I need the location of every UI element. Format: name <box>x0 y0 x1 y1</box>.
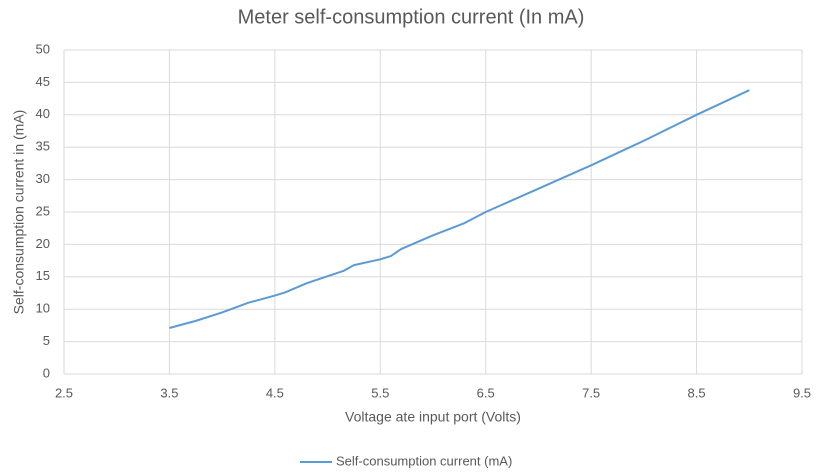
chart-title: Meter self-consumption current (In mA) <box>238 6 585 28</box>
y-tick-label: 0 <box>43 365 50 380</box>
y-tick-label: 40 <box>36 106 50 121</box>
y-tick-label: 5 <box>43 333 50 348</box>
y-tick-label: 45 <box>36 74 50 89</box>
legend-label: Self-consumption current (mA) <box>336 453 512 468</box>
y-tick-label: 50 <box>36 41 50 56</box>
y-tick-label: 25 <box>36 203 50 218</box>
y-tick-label: 15 <box>36 268 50 283</box>
line-series <box>169 89 750 329</box>
y-tick-label: 20 <box>36 236 50 251</box>
x-tick-label: 2.5 <box>55 385 73 400</box>
x-tick-label: 3.5 <box>160 385 178 400</box>
y-tick-label: 30 <box>36 171 50 186</box>
x-tick-label: 6.5 <box>477 385 495 400</box>
x-tick-label: 8.5 <box>688 385 706 400</box>
y-tick-label: 10 <box>36 301 50 316</box>
x-tick-label: 5.5 <box>371 385 389 400</box>
y-tick-label: 35 <box>36 139 50 154</box>
y-axis-label: Self-consumption current in (mA) <box>11 110 27 315</box>
x-tick-label: 4.5 <box>266 385 284 400</box>
x-axis-label: Voltage ate input port (Volts) <box>345 409 521 425</box>
x-tick-label: 7.5 <box>582 385 600 400</box>
x-tick-label: 9.5 <box>793 385 811 400</box>
